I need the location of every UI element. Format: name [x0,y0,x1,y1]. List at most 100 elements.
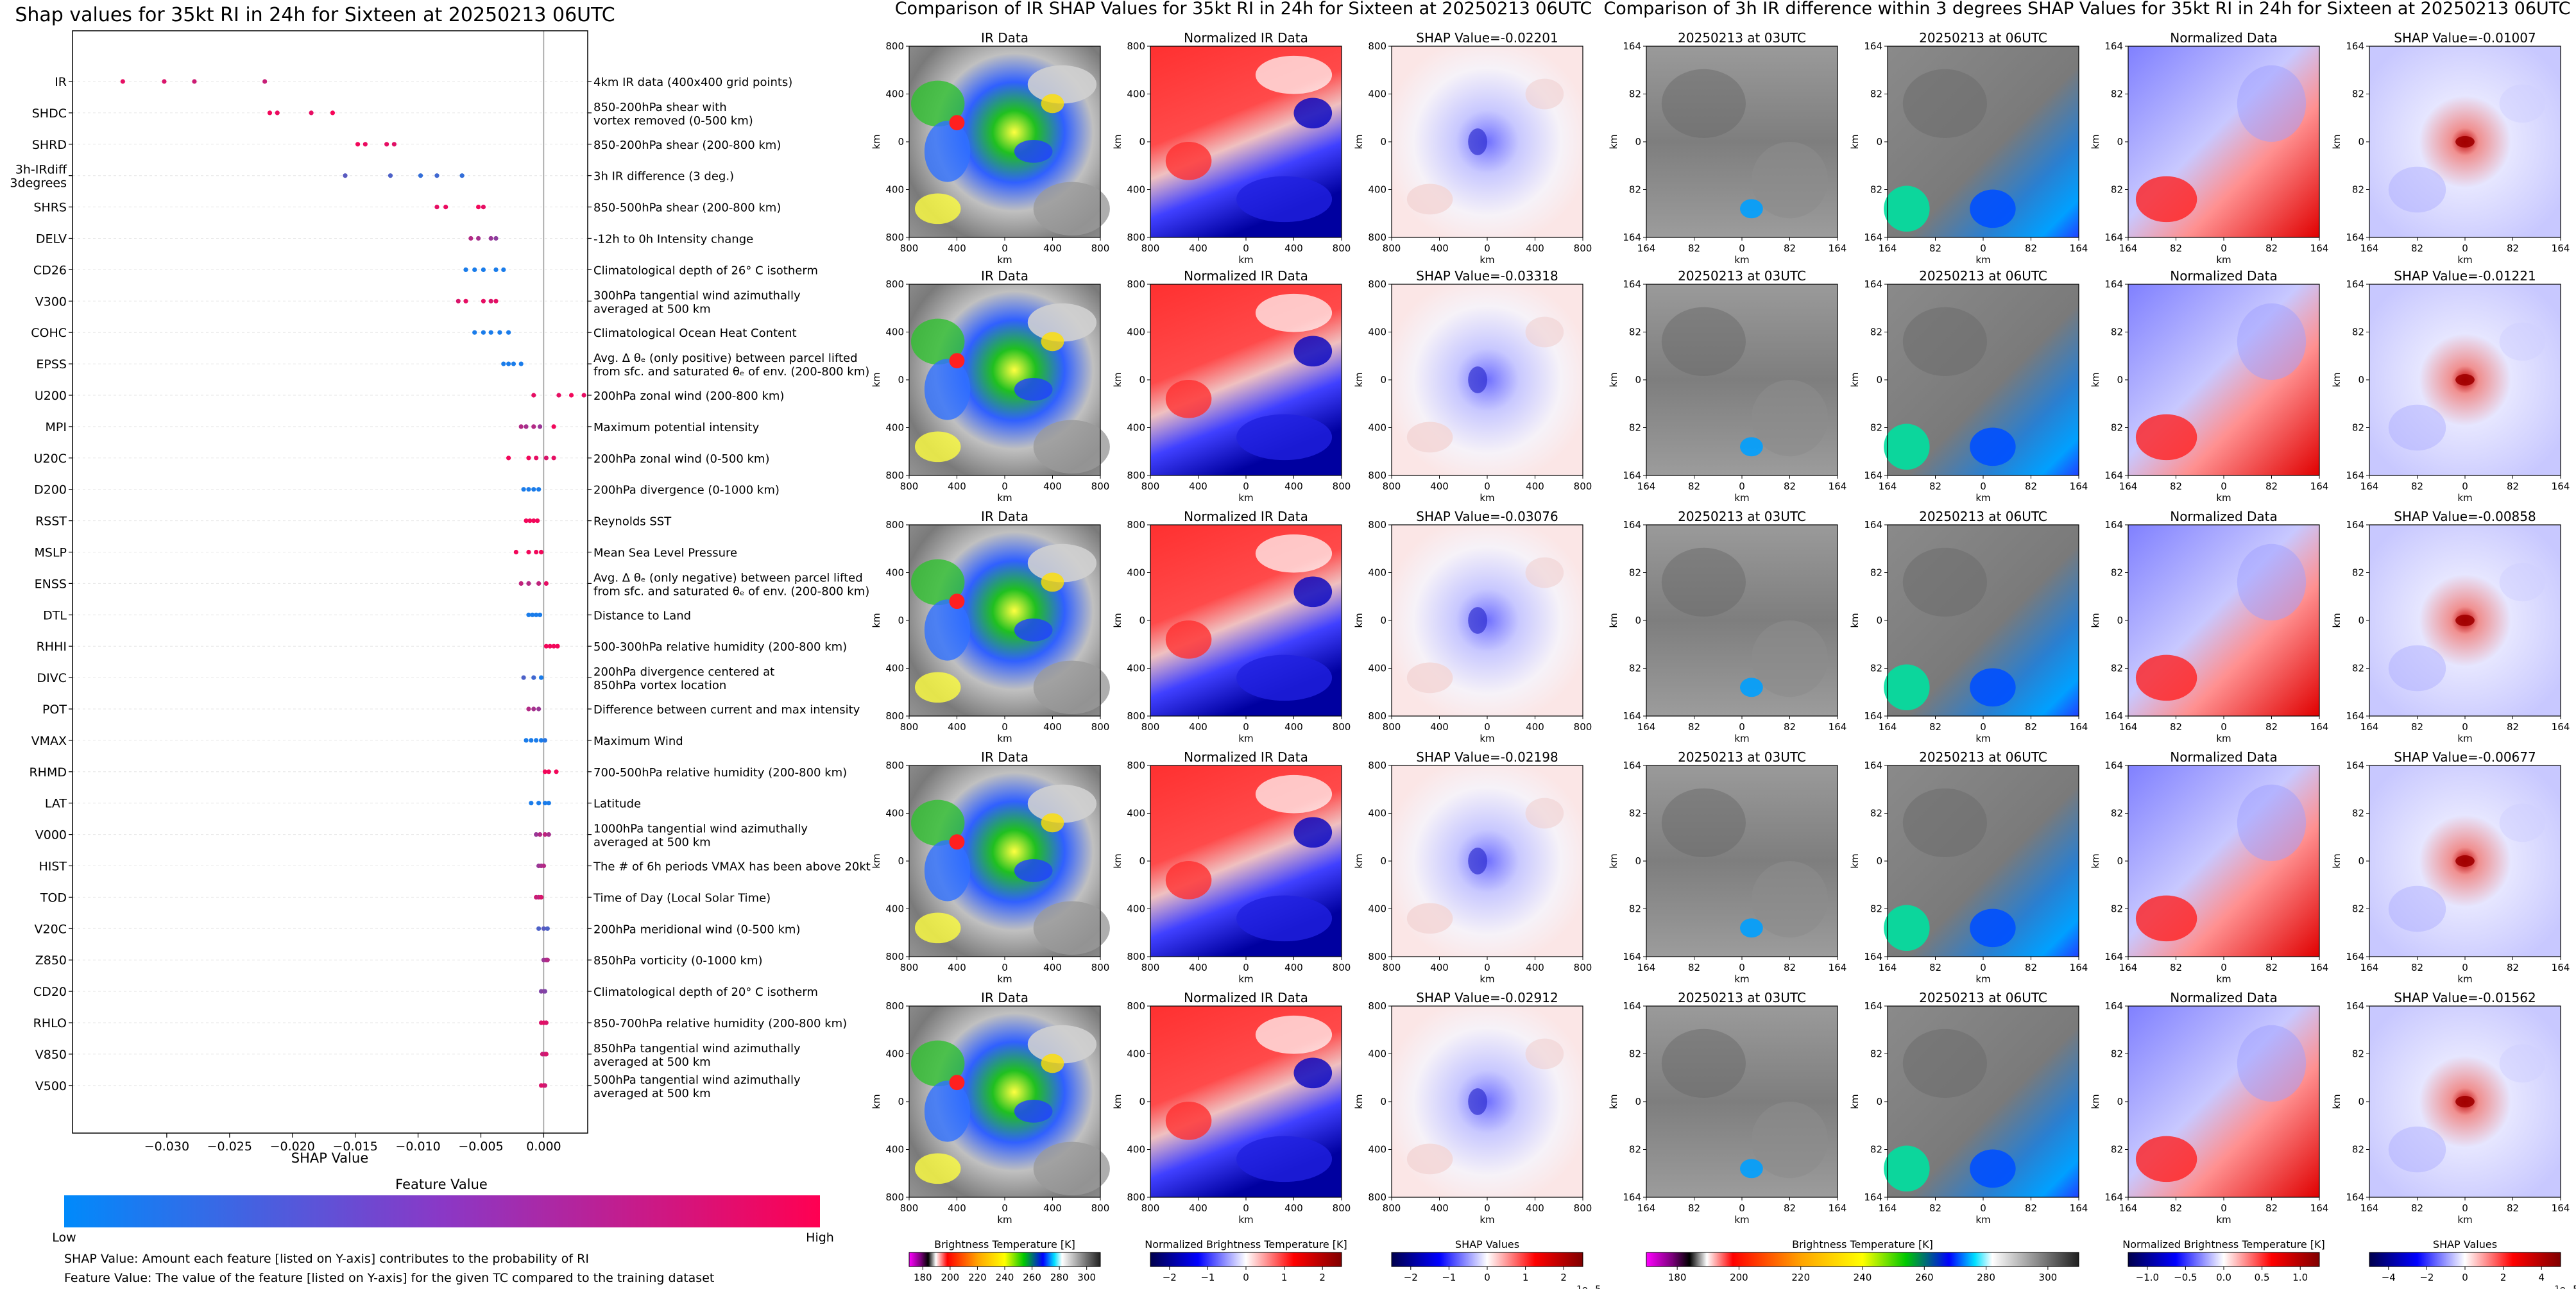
feature-description: The # of 6h periods VMAX has been above … [593,860,871,874]
y-tick-label: 164 [2104,760,2123,771]
x-tick-label: 164 [1879,243,1897,254]
y-tick-label: 800 [1127,951,1145,962]
x-tick-label: 82 [2411,243,2423,254]
shap-point [463,267,468,272]
x-tick-label: 400 [948,243,966,254]
shap-point [534,612,539,617]
shap-point [543,644,549,649]
panel-title: SHAP Value=-0.03318 [1416,268,1558,284]
shap-value-note: SHAP Value: Amount each feature [listed … [64,1252,589,1266]
panel-title: Normalized Data [2170,749,2278,765]
y-tick-label: 0 [1139,136,1145,148]
y-axis-label: km [2090,134,2101,149]
feature-description: Difference between current and max inten… [593,703,860,717]
shap-point [529,738,534,743]
texture [910,318,965,365]
feature-label: RSST [35,515,67,529]
y-tick-label: 800 [1368,710,1386,722]
feature-description: 200hPa divergence centered at 850hPa vort… [593,665,774,692]
shap-point [527,518,533,524]
y-axis-label: km [2331,372,2342,387]
panel-title: 20250213 at 06UTC [1919,268,2047,284]
panel-title: 20250213 at 03UTC [1678,268,1806,284]
x-tick-label: 800 [900,721,919,733]
x-tick-label: 164 [2360,962,2379,973]
panel-title: SHAP Value=-0.00677 [2394,749,2536,765]
x-tick-label: 82 [2265,1202,2278,1214]
x-axis-label: km [1975,254,1990,266]
y-tick-label: 0 [1139,374,1145,386]
feature-label: CD26 [33,263,67,277]
x-tick-label: 82 [1688,481,1700,492]
texture [1661,1029,1746,1098]
y-axis-label: km [1353,1094,1365,1109]
feature-label: ENSS [35,577,67,591]
shap-point [497,330,502,335]
x-tick-label: 82 [2507,1202,2519,1214]
colorbar-tick-label: 180 [914,1272,932,1283]
colorbar-label: SHAP Values [1455,1238,1519,1251]
x-tick-label: 400 [1526,243,1544,254]
x-tick-label: 164 [1879,721,1897,733]
y-tick-label: 400 [1127,327,1145,338]
texture [2135,895,2197,942]
x-axis-label: SHAP Value [291,1150,369,1166]
irdiff-comparison-chart: Comparison of 3h IR difference within 3 … [1603,0,2576,1289]
texture [1468,607,1488,634]
feature-description: -12h to 0h Intensity change [593,233,753,246]
x-tick-label: 0 [1243,243,1249,254]
x-tick-label: 0 [1739,243,1745,254]
texture [1740,1159,1763,1179]
x-axis-label: km [2457,733,2472,744]
y-tick-label: 800 [1127,710,1145,722]
feature-label: SHRS [33,201,67,215]
shap-point [531,675,536,680]
shap-point [541,926,547,931]
shap-point [506,361,511,366]
texture [1751,380,1829,457]
shap-point [547,644,552,649]
y-axis-label: km [1849,134,1861,149]
colorbar-tick-label: 1.0 [2292,1272,2308,1283]
x-tick-label: 82 [2265,481,2278,492]
y-tick-label: 0 [2358,855,2364,867]
x-tick-label: 0 [2221,243,2227,254]
y-tick-label: 800 [885,710,904,722]
colorbar-strip [2128,1252,2320,1267]
y-tick-label: 0 [1635,136,1641,148]
y-tick-label: 400 [1368,422,1386,434]
colorbar-tick-label: 260 [1915,1272,1934,1283]
x-axis-label: km [1975,973,1990,985]
y-tick-label: 82 [2352,184,2364,196]
y-tick-label: 0 [2117,1096,2123,1107]
colorbar-title: Feature Value [395,1177,488,1192]
feature-description: 200hPa meridional wind (0-500 km) [593,923,800,936]
y-tick-label: 164 [1864,519,1882,531]
x-tick-label: 164 [2070,962,2088,973]
texture [910,80,965,127]
x-tick-label: 400 [1043,721,1062,733]
shap-point [476,235,481,241]
y-tick-label: 82 [1629,89,1641,100]
x-tick-label: 800 [1091,1202,1110,1214]
y-tick-label: 400 [885,903,904,915]
ir-comparison-chart: Comparison of IR SHAP Values for 35kt RI… [871,0,1601,1289]
feature-label: DELV [36,232,67,246]
x-tick-label: 800 [1333,243,1351,254]
feature-description: 200hPa divergence (0-1000 km) [593,484,780,497]
colorbar-tick-label: 0.0 [2216,1272,2231,1283]
x-axis-label: km [2216,1214,2231,1225]
y-axis-label: km [1849,853,1861,868]
x-tick-label: 164 [2310,962,2329,973]
y-tick-label: 400 [1368,903,1386,915]
texture [1293,336,1333,367]
y-tick-label: 82 [1629,808,1641,819]
shap-point [543,456,549,461]
